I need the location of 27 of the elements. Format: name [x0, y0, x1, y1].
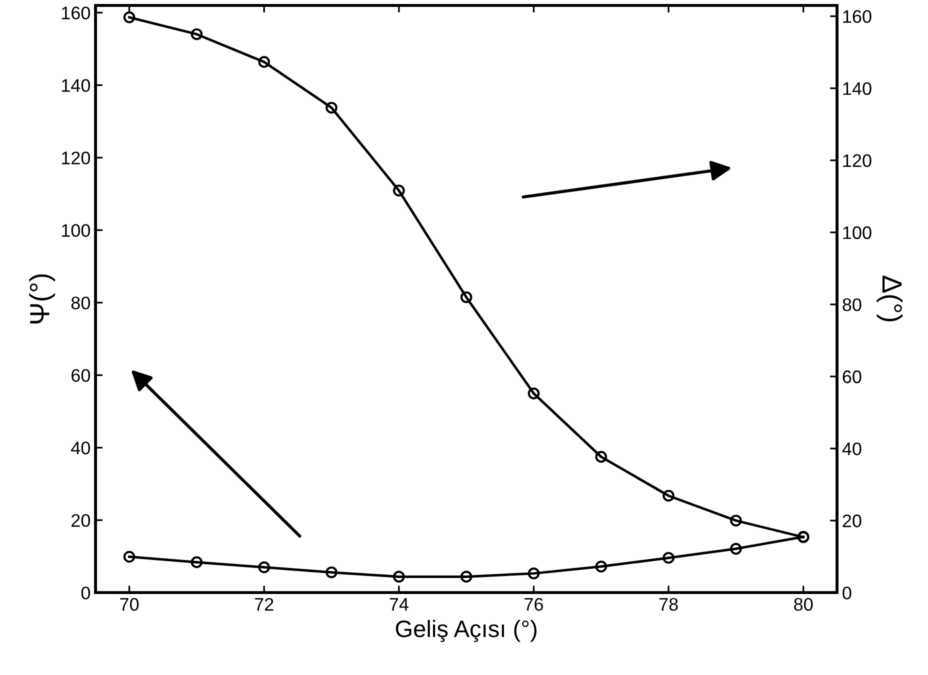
y2-tick-label: 80: [842, 298, 862, 312]
y-tick-label: 40: [71, 442, 90, 454]
y-tick-label: 100: [62, 224, 90, 237]
y-tick-label: 160: [62, 6, 90, 20]
y-tick-label: 20: [72, 514, 90, 527]
y2-tick-label: 40: [842, 442, 862, 456]
x-axis-title: Geliş Açısı (°): [396, 620, 536, 642]
x-tick-label: 72: [254, 598, 274, 611]
x-tick-label: 70: [120, 598, 139, 611]
y-axis-title: Ψ(°): [29, 274, 56, 324]
y2-axis-title: Δ(°): [876, 276, 903, 322]
y2-tick-label: 100: [843, 226, 872, 240]
y2-tick-label: 140: [843, 82, 872, 95]
y-tick-label: 120: [62, 152, 90, 164]
y-tick-label: 80: [71, 296, 90, 310]
x-tick-label: 80: [794, 598, 813, 611]
y-tick-label: 140: [62, 79, 90, 92]
y2-tick-label: 160: [843, 10, 872, 23]
y-tick-label: 60: [72, 369, 90, 382]
y2-tick-label: 120: [843, 154, 872, 168]
x-tick-label: 78: [659, 598, 678, 611]
y2-tick-label: 0: [842, 586, 852, 600]
y2-tick-label: 20: [842, 514, 862, 528]
y-tick-label: 0: [81, 586, 90, 600]
x-tick-label: 76: [524, 598, 543, 611]
x-tick-label: 74: [390, 598, 408, 611]
y2-tick-label: 60: [842, 370, 862, 384]
